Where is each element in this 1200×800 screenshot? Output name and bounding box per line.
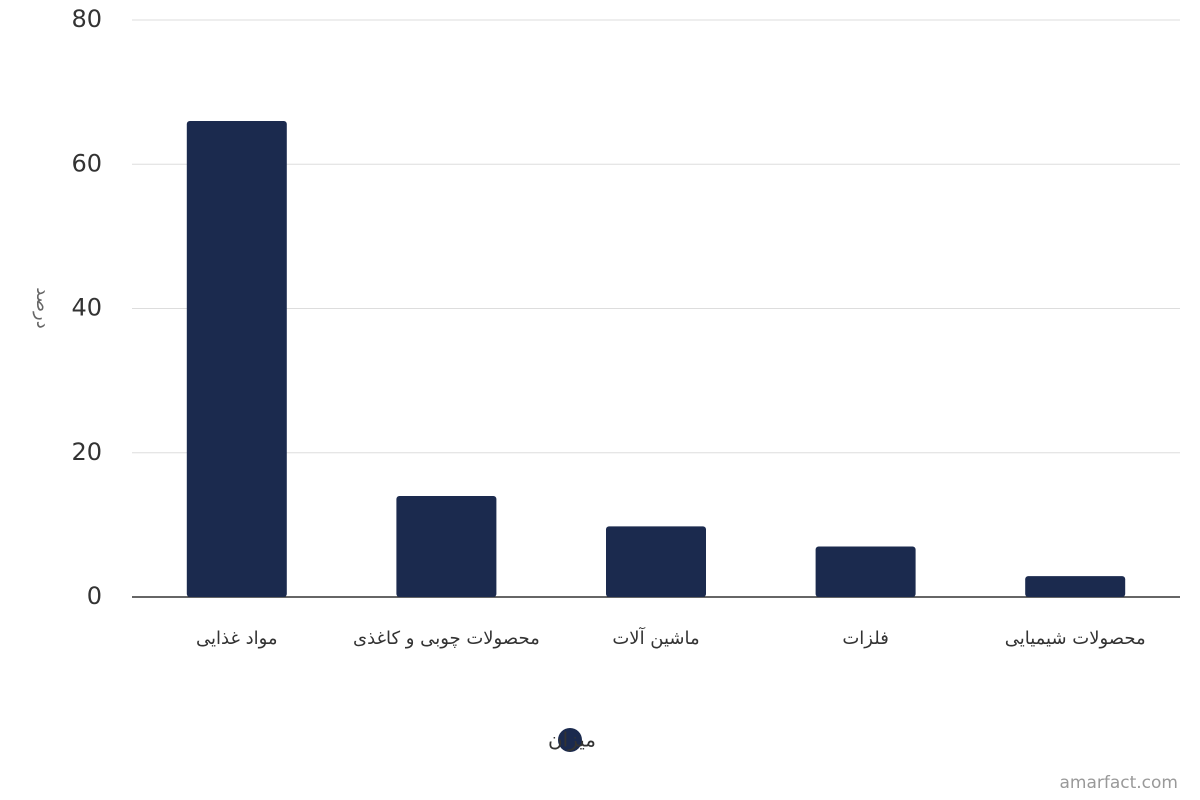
x-tick-label: محصولات چوبی و کاغذی: [353, 628, 540, 649]
bar: [186, 120, 287, 597]
bar: [606, 526, 706, 597]
x-tick-label: محصولات شیمیایی: [1004, 628, 1146, 649]
y-tick-label: 0: [87, 582, 102, 610]
watermark: amarfact.com: [1059, 773, 1178, 793]
y-axis-label: درصد: [32, 287, 53, 328]
y-tick-label: 60: [71, 149, 102, 177]
bar: [1025, 576, 1126, 597]
bar: [396, 496, 497, 597]
y-tick-label: 40: [71, 294, 102, 322]
x-tick-label: مواد غذایی: [196, 628, 278, 649]
x-tick-label: فلزات: [842, 628, 889, 649]
y-tick-label: 20: [71, 438, 102, 466]
legend-marker: [558, 728, 582, 752]
x-tick-label: ماشین آلات: [612, 628, 700, 649]
legend-label: میزان: [548, 728, 596, 752]
bar: [815, 546, 916, 597]
y-tick-label: 80: [71, 5, 102, 33]
